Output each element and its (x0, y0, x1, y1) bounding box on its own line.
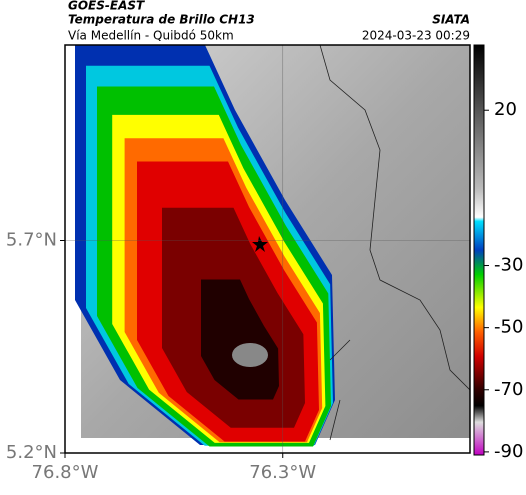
timestamp: 2024-03-23 00:29 (362, 29, 470, 43)
x-tick-label: 76.3°W (249, 462, 316, 483)
satellite-image (65, 45, 470, 453)
source: GOES-EAST (68, 0, 145, 13)
city-marker (252, 236, 268, 252)
y-tick-label: 5.7°N (6, 230, 57, 251)
colorbar-tick-label: 20 (494, 99, 517, 120)
y-tick-label: 5.2°N (6, 442, 57, 463)
colorbar-tick-label: -30 (494, 255, 523, 276)
map-frame (64, 44, 471, 454)
cloud-layer (201, 279, 279, 400)
org: SIATA (432, 13, 470, 27)
colorbar-tick-label: -90 (494, 441, 523, 462)
colorbar-tick-label: -70 (494, 379, 523, 400)
cloud-core (232, 343, 268, 367)
route: Vía Medellín - Quibdó 50km (68, 29, 234, 43)
colorbar-tick-label: -50 (494, 317, 523, 338)
colorbar (473, 44, 485, 456)
x-tick-label: 76.8°W (32, 462, 99, 483)
product: Temperatura de Brillo CH13 (68, 13, 255, 27)
